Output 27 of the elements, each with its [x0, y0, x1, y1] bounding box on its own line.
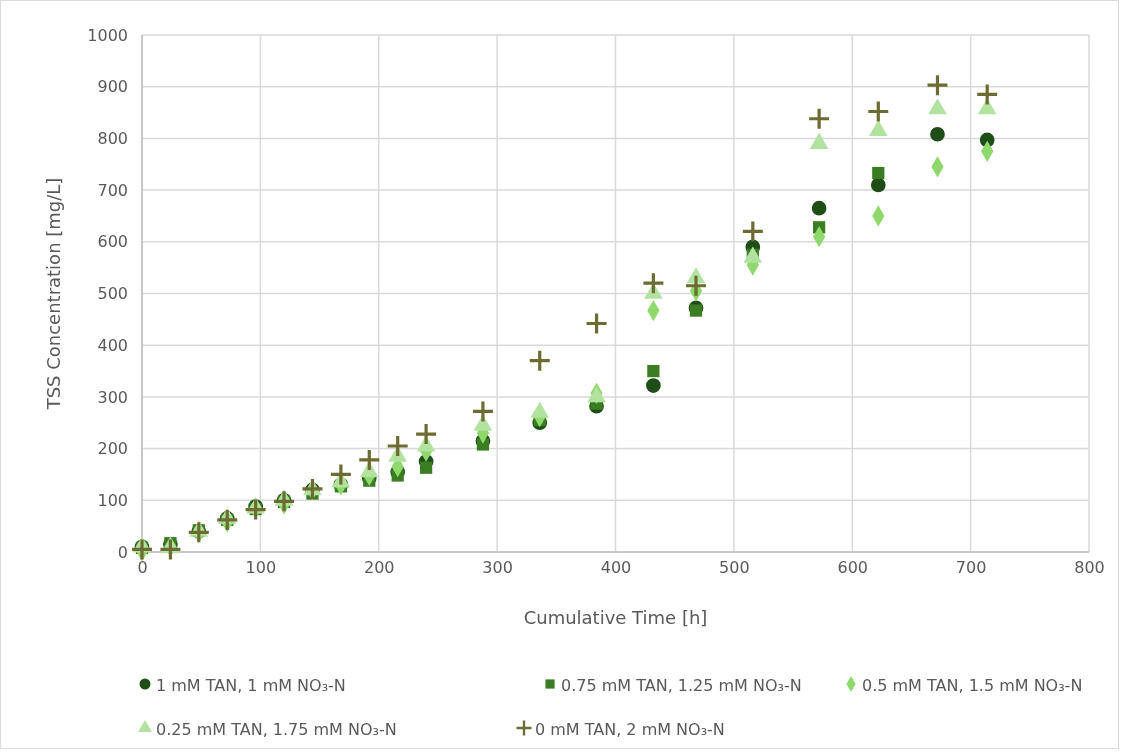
x-tick-label: 300 [482, 558, 513, 578]
x-tick-label: 500 [719, 558, 750, 578]
x-tick-label: 100 [245, 558, 277, 578]
y-axis-title: TSS Concentration [mg/L] [43, 177, 64, 411]
y-tick-label: 0 [117, 542, 128, 562]
legend-label: 0.25 mM TAN, 1.75 mM NO₃-N [156, 720, 397, 739]
y-tick-label: 400 [97, 335, 128, 355]
x-axis-title: Cumulative Time [h] [523, 607, 708, 628]
y-tick-label: 300 [97, 387, 128, 407]
y-tick-label: 500 [97, 284, 128, 304]
legend-label: 1 mM TAN, 1 mM NO₃-N [156, 676, 346, 695]
x-tick-label: 600 [837, 558, 869, 578]
y-tick-label: 100 [97, 490, 128, 510]
legend-label: 0.75 mM TAN, 1.25 mM NO₃-N [561, 676, 802, 695]
y-tick-label: 800 [97, 129, 128, 149]
y-tick-label: 600 [97, 232, 128, 252]
legend-label: 0.5 mM TAN, 1.5 mM NO₃-N [862, 676, 1083, 695]
y-tick-label: 900 [97, 77, 128, 97]
y-tick-label: 1000 [87, 25, 128, 45]
x-tick-label: 0 [137, 558, 148, 578]
x-tick-label: 400 [600, 558, 632, 578]
x-tick-label: 700 [955, 558, 987, 578]
x-tick-label: 200 [363, 558, 395, 578]
y-tick-label: 700 [97, 180, 128, 200]
y-tick-label: 200 [97, 439, 128, 459]
x-tick-label: 800 [1074, 558, 1105, 578]
legend-label: 0 mM TAN, 2 mM NO₃-N [535, 720, 725, 739]
